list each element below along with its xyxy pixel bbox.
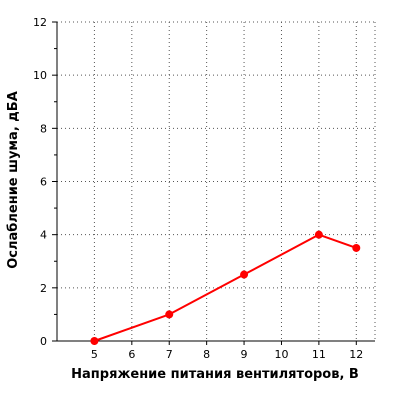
x-tick-label: 9 bbox=[241, 348, 248, 361]
x-tick-label: 8 bbox=[203, 348, 210, 361]
x-tick-label: 12 bbox=[349, 348, 363, 361]
y-tick-label: 10 bbox=[33, 69, 47, 82]
y-tick-label: 4 bbox=[40, 229, 47, 242]
data-point bbox=[90, 337, 99, 345]
x-tick-label: 5 bbox=[91, 348, 98, 361]
x-tick-label: 11 bbox=[312, 348, 326, 361]
data-point bbox=[240, 270, 249, 279]
data-point bbox=[352, 243, 361, 252]
y-tick-label: 2 bbox=[40, 282, 47, 295]
x-tick-label: 10 bbox=[274, 348, 288, 361]
y-tick-label: 0 bbox=[40, 335, 47, 348]
y-axis-title: Ослабление шума, дБА bbox=[6, 91, 21, 269]
data-point bbox=[314, 230, 323, 239]
data-point bbox=[165, 310, 174, 319]
x-axis-title: Напряжение питания вентиляторов, В bbox=[71, 367, 359, 382]
series-layer bbox=[90, 230, 361, 345]
x-tick-label: 7 bbox=[166, 348, 173, 361]
y-tick-label: 12 bbox=[33, 16, 47, 29]
tick-labels: 0 2 4 6 8 10 12 5 6 7 8 9 10 11 12 bbox=[33, 16, 363, 361]
y-tick-label: 6 bbox=[40, 176, 47, 189]
grid-lines bbox=[57, 21, 376, 341]
x-tick-label: 6 bbox=[128, 348, 135, 361]
y-tick-label: 8 bbox=[40, 122, 47, 135]
axes bbox=[52, 21, 375, 345]
